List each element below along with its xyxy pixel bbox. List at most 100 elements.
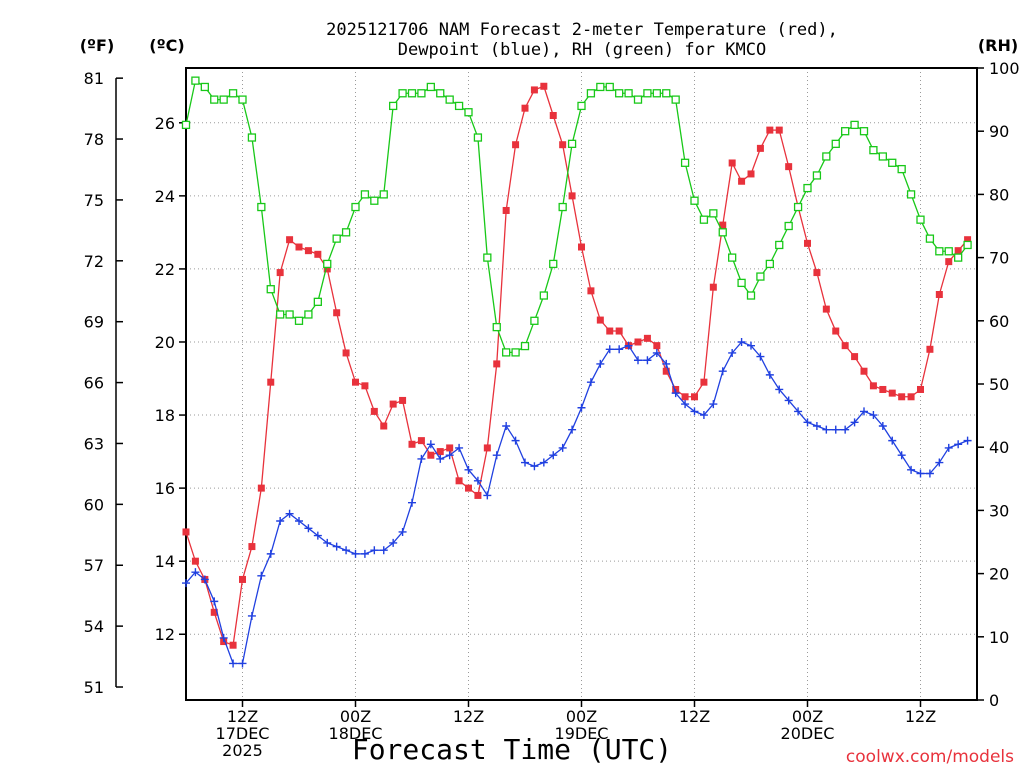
- rh-point: [633, 95, 643, 104]
- rh-point: [765, 259, 774, 269]
- temperature-point: [408, 440, 416, 448]
- rh-point: [803, 183, 812, 193]
- celsius-tick-label: 20: [155, 333, 175, 352]
- temperature-point: [964, 236, 972, 244]
- rh-point: [850, 120, 859, 130]
- dewpoint-point: [812, 422, 821, 431]
- rh-point: [247, 133, 257, 142]
- dewpoint-point: [445, 451, 454, 460]
- dewpoint-point: [586, 378, 595, 387]
- rh-point: [916, 215, 925, 224]
- dewpoint-point: [652, 348, 661, 357]
- rh-point: [407, 89, 417, 98]
- dewpoint-line: [185, 341, 968, 665]
- rh-point: [351, 202, 360, 212]
- temperature-point: [766, 126, 774, 134]
- temperature-point: [907, 393, 915, 401]
- rh-point: [464, 108, 473, 117]
- dewpoint-point: [869, 411, 878, 420]
- temperature-point: [182, 528, 190, 536]
- temperature-point: [483, 444, 491, 452]
- dewpoint-point: [765, 370, 774, 379]
- temperature-point: [738, 177, 746, 185]
- dewpoint-point: [671, 389, 680, 398]
- rh-point: [643, 89, 652, 98]
- dewpoint-point: [963, 436, 972, 445]
- rh-point: [756, 272, 765, 281]
- rh-point: [831, 139, 840, 148]
- dewpoint-point: [511, 436, 520, 445]
- dewpoint-point: [907, 465, 916, 474]
- temperature-point: [352, 378, 359, 386]
- rh-point: [304, 310, 313, 319]
- rh-point: [784, 221, 793, 231]
- temperature-point: [578, 243, 585, 251]
- rh-point: [332, 234, 341, 243]
- dewpoint-point: [539, 458, 548, 467]
- dewpoint-point: [605, 345, 614, 354]
- dewpoint-point: [210, 597, 219, 606]
- temperature-point: [210, 608, 218, 616]
- rh-point: [793, 202, 803, 212]
- rh-tick-label: 0: [989, 691, 999, 710]
- temperature-point: [917, 385, 924, 393]
- temperature-point: [295, 243, 303, 251]
- series-temperature: [182, 82, 972, 649]
- celsius-unit-label: (ºC): [149, 36, 184, 55]
- rh-point: [605, 82, 614, 92]
- dewpoint-point: [935, 458, 944, 467]
- temperature-point: [832, 327, 840, 335]
- dewpoint-point: [549, 451, 558, 460]
- temperature-point: [728, 159, 736, 167]
- dewpoint-point: [615, 345, 624, 354]
- rh-point: [473, 133, 483, 142]
- temperature-point: [389, 400, 397, 408]
- temperature-point: [851, 353, 859, 361]
- celsius-tick-label: 12: [155, 625, 175, 644]
- rh-point: [841, 127, 850, 136]
- rh-point: [276, 310, 285, 319]
- dewpoint-point: [483, 491, 492, 500]
- rh-point: [596, 82, 605, 92]
- rh-point: [285, 310, 294, 319]
- rh-point: [709, 209, 718, 218]
- dewpoint-point: [747, 341, 755, 350]
- dewpoint-point: [681, 400, 690, 409]
- axes: 12 14 16 18 20 22 24 26 51 54 57 60 63 66 69 72 75 78 81 0 1…: [84, 59, 1020, 760]
- temperature-point: [229, 641, 237, 649]
- temperature-point: [512, 141, 520, 149]
- temperature-point: [841, 342, 849, 350]
- dewpoint-point: [831, 425, 840, 434]
- temperature-point: [860, 367, 868, 375]
- rh-point: [445, 95, 454, 104]
- temperature-point: [493, 360, 501, 368]
- x-tick-label: 12Z: [453, 707, 484, 726]
- dewpoint-point: [784, 396, 793, 405]
- temperature-point: [530, 86, 538, 94]
- temperature-point: [700, 378, 708, 386]
- rh-point: [963, 240, 972, 250]
- rh-point: [257, 202, 266, 212]
- temperature-point: [239, 575, 246, 583]
- rh-point: [652, 89, 661, 98]
- dewpoint-point: [568, 425, 577, 434]
- rh-point: [266, 285, 275, 294]
- rh-point: [878, 152, 887, 161]
- credit-text: coolwx.com/models: [846, 747, 1014, 767]
- dewpoint-point: [304, 524, 313, 533]
- dewpoint-point: [897, 451, 906, 460]
- temperature-point: [304, 247, 312, 255]
- rh-point: [313, 297, 322, 306]
- fahrenheit-tick-label: 69: [84, 313, 104, 332]
- dewpoint-point: [709, 400, 718, 409]
- rh-tick-label: 60: [989, 312, 1009, 331]
- dewpoint-point: [775, 385, 784, 394]
- x-tick-label: 00Z: [792, 707, 823, 726]
- dewpoint-point: [596, 359, 605, 368]
- temperature-point: [615, 327, 623, 335]
- fahrenheit-tick-label: 54: [84, 617, 104, 636]
- rh-point: [530, 316, 539, 325]
- dewpoint-point: [285, 509, 294, 518]
- temperature-point: [954, 247, 962, 255]
- rh-point: [511, 348, 520, 357]
